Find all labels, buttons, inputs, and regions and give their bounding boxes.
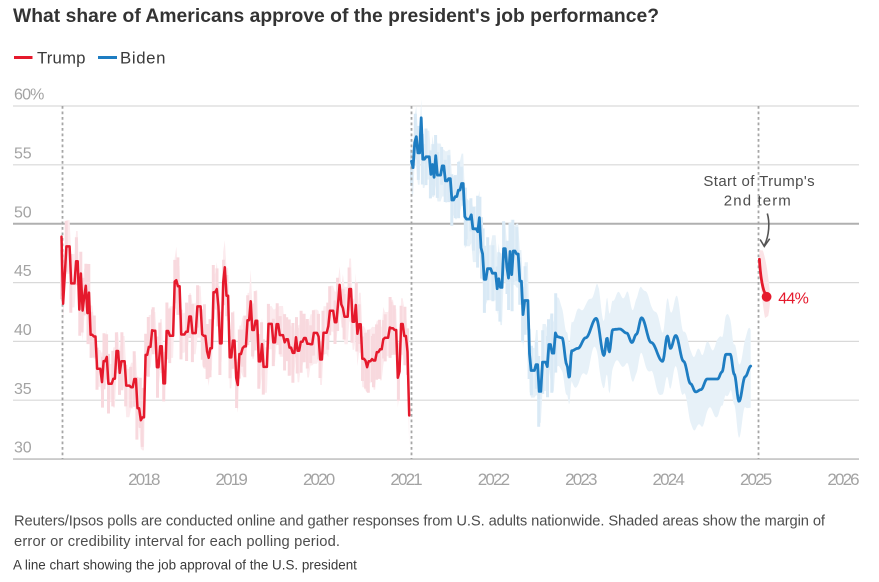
svg-text:2020: 2020: [303, 470, 335, 489]
svg-text:40: 40: [14, 322, 32, 339]
svg-text:45: 45: [14, 263, 32, 280]
svg-text:2026: 2026: [827, 470, 859, 489]
svg-text:2nd term: 2nd term: [724, 193, 791, 210]
svg-text:error or credibility interval: error or credibility interval for each p…: [14, 534, 340, 550]
svg-text:2019: 2019: [216, 470, 248, 489]
svg-text:Reuters/Ipsos polls are conduc: Reuters/Ipsos polls are conducted online…: [14, 514, 826, 530]
svg-text:2024: 2024: [653, 470, 685, 489]
svg-text:35: 35: [14, 381, 32, 398]
svg-text:60%: 60%: [14, 87, 44, 104]
svg-text:Start of Trump's: Start of Trump's: [703, 173, 814, 190]
svg-text:2021: 2021: [390, 470, 422, 489]
svg-text:55: 55: [14, 145, 32, 162]
svg-text:2022: 2022: [478, 470, 510, 489]
svg-text:2023: 2023: [565, 470, 597, 489]
svg-text:50: 50: [14, 204, 32, 221]
svg-text:Biden: Biden: [120, 48, 166, 67]
svg-text:44%: 44%: [778, 291, 809, 308]
svg-text:A line chart showing the job a: A line chart showing the job approval of…: [13, 558, 357, 573]
svg-text:2025: 2025: [740, 470, 772, 489]
svg-text:30: 30: [14, 440, 32, 457]
svg-text:Trump: Trump: [37, 48, 86, 67]
svg-text:2018: 2018: [128, 470, 160, 489]
svg-text:What share of Americans approv: What share of Americans approve of the p…: [13, 6, 659, 27]
